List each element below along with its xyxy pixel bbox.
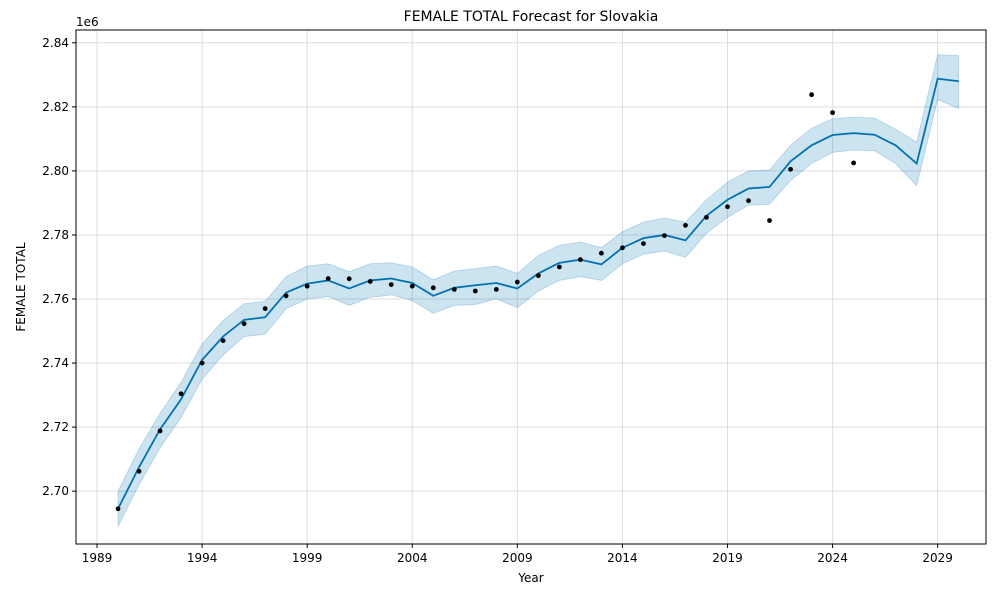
y-tick-label: 2.72 <box>42 420 69 434</box>
y-axis-ticks: 2.70 2.72 2.74 2.76 2.78 2.80 2.82 2.84 <box>42 36 76 498</box>
observed-point <box>809 92 814 98</box>
observed-point <box>367 279 373 284</box>
y-tick-label: 2.70 <box>42 484 69 498</box>
observed-point <box>683 222 688 228</box>
observed-point <box>851 160 856 166</box>
observed-point <box>599 250 604 256</box>
observed-point <box>746 198 751 204</box>
y-tick-label: 2.74 <box>42 356 69 370</box>
x-tick-label: 1989 <box>82 551 113 565</box>
y-axis-label: FEMALE TOTAL <box>14 242 28 332</box>
x-axis-ticks: 1989 1994 1999 2004 2009 2014 2019 2024 2029 <box>82 544 953 565</box>
x-axis-label: Year <box>517 571 543 585</box>
chart-title: FEMALE TOTAL Forecast for Slovakia <box>404 9 659 25</box>
observed-point <box>493 287 499 292</box>
observed-point <box>220 338 226 344</box>
observed-point <box>788 166 793 172</box>
observed-point <box>451 287 457 292</box>
x-tick-label: 2029 <box>922 551 953 565</box>
plot-frame <box>75 29 987 545</box>
grid-lines <box>76 30 986 544</box>
x-tick-label: 2004 <box>397 551 428 565</box>
observed-point <box>136 468 142 474</box>
observed-points-layer <box>115 92 856 512</box>
observed-point <box>577 257 583 263</box>
observed-point <box>304 283 310 289</box>
observed-point <box>472 288 478 294</box>
observed-point <box>157 428 163 434</box>
observed-point <box>199 360 205 366</box>
observed-point <box>662 233 667 239</box>
observed-point <box>115 506 121 512</box>
observed-point <box>241 321 247 327</box>
observed-point <box>325 276 331 281</box>
uncertainty-band <box>117 54 960 527</box>
observed-point <box>346 276 352 282</box>
observed-point <box>262 306 268 312</box>
x-tick-label: 1999 <box>292 551 323 565</box>
uncertainty-band-layer <box>117 54 960 527</box>
y-tick-label: 2.78 <box>42 228 69 242</box>
observed-point <box>535 273 541 279</box>
x-tick-label: 2019 <box>712 551 743 565</box>
observed-point <box>725 204 730 210</box>
x-tick-label: 2009 <box>502 551 533 565</box>
observed-point <box>409 283 415 289</box>
observed-point <box>620 245 625 251</box>
x-tick-label: 2014 <box>607 551 638 565</box>
observed-point <box>830 110 835 116</box>
y-tick-label: 2.84 <box>42 36 69 50</box>
y-axis-offset-label: 1e6 <box>76 15 99 29</box>
observed-point <box>178 391 184 397</box>
y-tick-label: 2.80 <box>42 164 69 178</box>
observed-point <box>514 279 520 285</box>
observed-point <box>556 264 562 270</box>
observed-point <box>430 285 436 291</box>
observed-point <box>388 282 394 287</box>
observed-point <box>283 293 289 299</box>
observed-point <box>641 241 646 247</box>
observed-point <box>704 214 709 220</box>
y-tick-label: 2.82 <box>42 100 69 114</box>
x-tick-label: 2024 <box>817 551 848 565</box>
y-tick-label: 2.76 <box>42 292 69 306</box>
x-tick-label: 1994 <box>187 551 218 565</box>
observed-point <box>767 218 772 223</box>
